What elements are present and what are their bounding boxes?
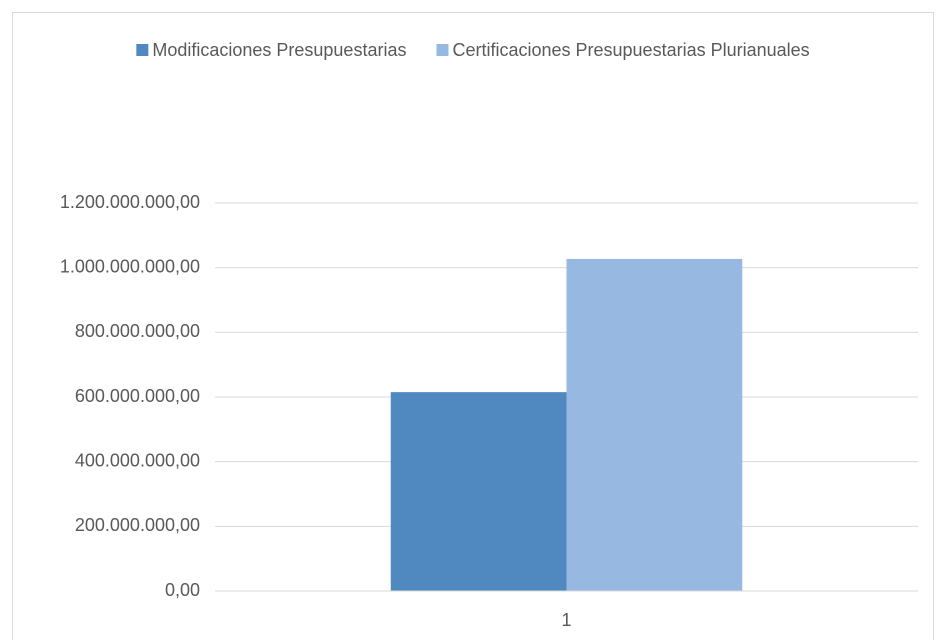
- y-tick-label: 1.200.000.000,00: [60, 192, 200, 212]
- x-tick-label: 1: [561, 610, 571, 630]
- y-tick-label: 800.000.000,00: [75, 321, 200, 341]
- legend-label: Modificaciones Presupuestarias: [152, 40, 406, 60]
- y-tick-label: 0,00: [165, 580, 200, 600]
- legend-swatch: [136, 44, 149, 56]
- legend-label: Certificaciones Presupuestarias Plurianu…: [452, 40, 809, 60]
- y-tick-label: 200.000.000,00: [75, 515, 200, 535]
- y-tick-label: 600.000.000,00: [75, 386, 200, 406]
- legend-swatch: [436, 44, 449, 56]
- bar: [566, 258, 743, 591]
- y-tick-label: 1.000.000.000,00: [60, 256, 200, 276]
- bar: [390, 392, 567, 591]
- y-tick-label: 400.000.000,00: [75, 450, 200, 470]
